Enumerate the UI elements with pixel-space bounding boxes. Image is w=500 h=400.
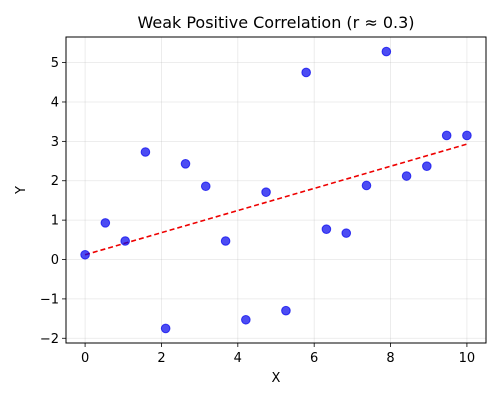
grid: [66, 37, 486, 343]
y-tick-label: 2: [51, 174, 59, 189]
data-point: [441, 130, 452, 141]
data-point: [341, 228, 352, 238]
y-tick-label: 5: [51, 56, 59, 71]
data-point: [301, 67, 311, 78]
data-point: [80, 249, 90, 260]
data-point: [200, 181, 211, 192]
data-point: [180, 159, 191, 169]
data-point: [100, 218, 111, 228]
data-point: [281, 305, 291, 316]
y-axis-label: Y: [14, 186, 29, 195]
data-point: [241, 314, 251, 325]
data-point: [261, 187, 271, 197]
y-tick-label: −1: [40, 292, 59, 307]
x-tick-label: 10: [459, 351, 476, 366]
x-tick-label: 4: [234, 351, 242, 366]
x-tick-label: 6: [310, 351, 318, 366]
chart-title: Weak Positive Correlation (r ≈ 0.3): [137, 13, 414, 32]
axis-ticks: 0 2 4 6 8 10 −2 −1 0 1 2 3 4 5: [40, 56, 475, 366]
data-point: [401, 171, 412, 181]
plot-area-frame: [65, 36, 487, 344]
data-point: [220, 236, 231, 246]
trend-line-layer: [84, 143, 468, 256]
x-tick-label: 0: [81, 351, 89, 366]
y-tick-label: 1: [51, 214, 59, 229]
y-tick-label: 0: [51, 253, 59, 268]
data-point: [160, 323, 171, 334]
trend-line: [84, 143, 468, 256]
y-tick-label: 4: [51, 95, 59, 110]
data-point: [361, 180, 372, 191]
data-point: [462, 130, 472, 141]
data-point: [321, 224, 332, 234]
x-tick-label: 8: [386, 351, 394, 366]
data-point: [120, 236, 130, 246]
y-tick-label: −2: [40, 332, 59, 347]
data-point: [422, 161, 432, 171]
y-tick-label: 3: [51, 135, 59, 150]
x-axis-label: X: [272, 371, 281, 386]
data-point: [140, 147, 151, 157]
data-points: [80, 46, 472, 334]
x-tick-label: 2: [157, 351, 165, 366]
data-point: [381, 46, 392, 57]
